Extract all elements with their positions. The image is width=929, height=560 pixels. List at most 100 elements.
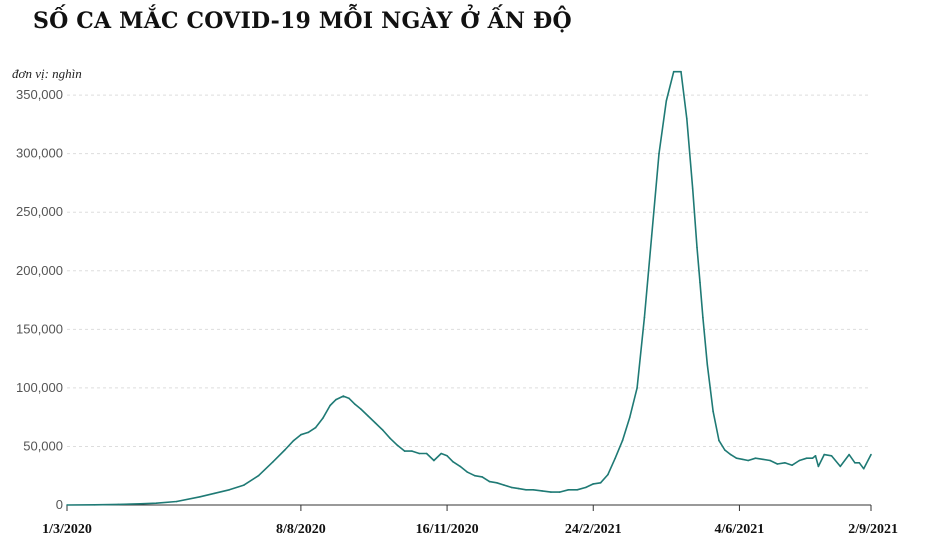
data-point [474,474,476,477]
data-point [117,503,119,506]
x-tick-label: 16/11/2020 [416,522,479,537]
data-point [672,70,675,73]
y-tick-label: 50,000 [23,438,63,453]
data-point [650,234,653,237]
data-point [686,117,688,120]
data-point [680,70,682,73]
data-point [525,489,527,491]
data-point [354,403,356,406]
data-point [585,486,587,489]
data-point [754,457,757,460]
data-point [440,452,443,455]
unit-label: đơn vị: nghìn [12,66,82,81]
data-point [814,455,817,457]
data-point [830,455,833,457]
data-point [599,482,602,484]
data-point [784,462,786,464]
data-point [621,439,624,442]
series-points [66,70,872,506]
data-point [567,489,570,491]
chart-title: SỐ CA MẮC COVID-19 MỖI NGÀY Ở ẤN ĐỘ [33,8,572,34]
data-point [712,410,714,413]
data-point [702,316,704,319]
x-tick-label: 8/8/2020 [276,522,326,537]
data-point [459,465,462,468]
data-point [367,415,369,417]
data-point [805,457,808,460]
data-point [292,439,295,442]
data-point [488,480,491,483]
data-point [335,398,337,401]
data-point [839,465,842,468]
data-point [175,500,178,503]
data-point [342,395,345,397]
data-point [718,439,720,442]
data-point [452,460,454,463]
data-point [503,484,505,486]
x-tick-label: 4/6/2021 [715,522,765,537]
data-point [776,463,779,465]
data-point [811,457,814,460]
y-tick-label: 250,000 [16,204,63,219]
data-point [706,363,709,366]
data-point [510,486,513,489]
data-point [747,459,749,462]
data-point [314,426,317,429]
data-point [396,444,399,447]
data-point [862,467,865,470]
data-point [741,458,744,461]
data-point [558,491,561,493]
data-point [155,502,157,505]
data-point [403,450,406,452]
data-point [870,453,872,456]
data-point [322,417,324,420]
x-tick-label: 24/2/2021 [565,522,622,537]
data-point [550,491,552,493]
data-point [213,492,216,495]
data-point [374,422,377,424]
data-point [848,453,850,456]
data-point [665,100,668,102]
data-point [607,473,609,476]
data-point [382,429,384,431]
data-point [658,152,660,155]
data-point [228,489,231,491]
data-point [817,465,820,468]
data-point [691,188,694,190]
data-point [532,489,535,491]
data-point [466,471,469,474]
data-point [629,416,631,419]
data-point [411,450,413,452]
y-axis-ticks: 0 50,000 100,000 150,000 200,000 250,000 300,0… [16,87,63,512]
data-point [762,458,764,461]
data-point [307,431,310,434]
data-point [517,487,520,490]
data-point [94,504,96,506]
data-point [329,404,331,407]
data-point [614,457,616,460]
data-point [769,459,771,462]
data-point [139,503,141,505]
data-point [418,452,421,455]
data-point [541,490,543,492]
data-point [696,246,698,249]
data-point [643,316,646,319]
data-point [348,397,350,400]
data-point [300,433,302,436]
data-point [481,476,484,478]
data-point [66,504,68,506]
y-tick-label: 100,000 [16,380,63,395]
x-tick-label: 2/9/2021 [848,522,898,537]
data-point [576,489,578,491]
x-tick-label: 1/3/2020 [42,522,92,537]
data-point [823,453,825,456]
data-point [592,483,595,485]
data-point [791,464,793,467]
data-point [389,437,391,440]
data-point [636,387,638,389]
data-point [425,452,428,455]
data-point [699,281,701,284]
y-tick-label: 150,000 [16,321,63,336]
data-point [724,449,726,451]
